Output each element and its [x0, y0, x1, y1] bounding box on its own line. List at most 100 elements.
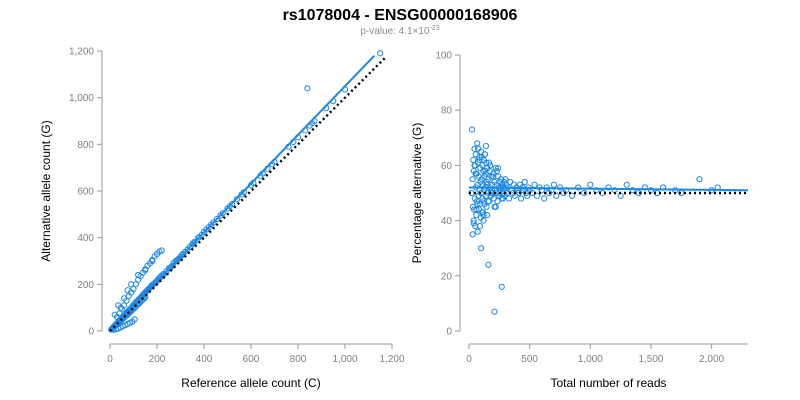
data-point — [117, 304, 124, 311]
x-tick-label: 200 — [149, 354, 166, 365]
x-tick-label: 1,000 — [332, 354, 357, 365]
p-value-text: p-value: 4.1×10 — [360, 26, 430, 37]
data-point — [569, 192, 576, 199]
data-point — [149, 257, 156, 265]
data-point — [130, 285, 137, 293]
data-point — [507, 178, 514, 186]
y-tick-label: 400 — [77, 233, 94, 244]
y-tick-label: 800 — [77, 140, 94, 151]
data-point — [470, 156, 477, 163]
y-tick-label: 1,200 — [69, 47, 94, 58]
data-point — [128, 281, 135, 288]
data-point — [502, 176, 509, 183]
data-point — [491, 308, 498, 315]
data-point — [478, 245, 485, 252]
data-point — [233, 196, 240, 203]
data-point — [124, 287, 131, 294]
data-point — [476, 223, 484, 230]
data-point — [481, 151, 488, 158]
data-point — [121, 295, 128, 302]
x-tick-label: 1,500 — [638, 354, 663, 365]
data-point — [484, 211, 491, 219]
x-tick-label: 500 — [521, 354, 538, 365]
data-point — [533, 192, 541, 199]
data-point — [524, 192, 531, 199]
data-point — [482, 167, 489, 175]
data-point — [487, 189, 494, 197]
data-point — [158, 247, 165, 254]
data-point — [499, 195, 507, 202]
data-point — [377, 50, 384, 57]
y-tick-label: 20 — [441, 271, 453, 282]
panel-allele-counts: 0 200 400 600 800 1,000 1,200 0 200 400 600 800 1,00… — [39, 47, 405, 391]
data-point — [304, 85, 311, 92]
y-tick-label: 1,000 — [69, 93, 94, 104]
data-point — [498, 283, 505, 290]
data-point — [219, 210, 226, 217]
data-point — [491, 203, 498, 210]
regression-line — [109, 54, 376, 331]
data-point — [229, 200, 236, 207]
x-tick-label: 400 — [196, 354, 213, 365]
data-point — [541, 195, 548, 202]
data-point — [476, 156, 483, 163]
p-value-subtitle: p-value: 4.1×10-23 — [360, 25, 439, 37]
data-point — [623, 181, 630, 188]
data-point — [471, 162, 478, 169]
data-point — [518, 195, 525, 202]
data-point — [521, 178, 528, 186]
data-point — [494, 198, 501, 205]
data-point — [474, 228, 481, 235]
data-point — [475, 192, 482, 199]
p-value-exponent: -23 — [430, 25, 440, 32]
x-tick-label: 0 — [107, 354, 113, 365]
data-point — [635, 189, 642, 197]
data-point — [479, 209, 487, 216]
y-tick-label: 600 — [77, 187, 94, 198]
data-point — [593, 187, 600, 194]
data-point — [496, 189, 503, 197]
data-point — [485, 198, 492, 205]
data-point — [575, 184, 582, 191]
data-point — [505, 195, 513, 202]
data-point — [178, 252, 185, 259]
x-tick-label: 2,000 — [699, 354, 724, 365]
data-point — [142, 267, 149, 274]
y-tick-label: 200 — [77, 280, 94, 291]
data-point — [474, 145, 482, 152]
data-point — [605, 184, 612, 191]
data-point — [470, 217, 477, 224]
data-point — [587, 181, 594, 188]
data-point — [190, 239, 197, 246]
data-point — [474, 140, 481, 147]
data-point — [469, 176, 476, 183]
data-point — [629, 187, 636, 194]
data-point — [480, 211, 487, 219]
data-point — [469, 231, 476, 238]
data-point — [553, 192, 560, 199]
data-point — [483, 203, 490, 210]
data-point — [191, 238, 198, 245]
y-tick-label: 100 — [435, 51, 452, 62]
data-point — [550, 181, 558, 188]
data-point — [482, 142, 490, 150]
data-point — [471, 145, 478, 152]
data-point — [485, 261, 492, 268]
data-point — [487, 162, 494, 169]
y-axis-title: Percentage alternative (G) — [410, 123, 424, 264]
regression-line — [468, 186, 749, 192]
y-tick-label: 60 — [441, 161, 453, 172]
data-point — [696, 176, 703, 183]
panel-percentage-alternative: 0 500 1,000 1,500 2,000 0 20 40 60 80 100 Total num… — [410, 51, 749, 390]
x-tick-label: 1,200 — [379, 354, 404, 365]
data-point — [210, 219, 217, 226]
y-tick-label: 0 — [88, 327, 94, 338]
y-tick-label: 80 — [441, 106, 453, 117]
data-point — [111, 311, 118, 318]
data-point — [472, 151, 479, 158]
data-point — [470, 220, 477, 227]
data-point — [135, 271, 142, 279]
data-point — [490, 173, 497, 180]
y-tick-label: 0 — [446, 327, 452, 338]
